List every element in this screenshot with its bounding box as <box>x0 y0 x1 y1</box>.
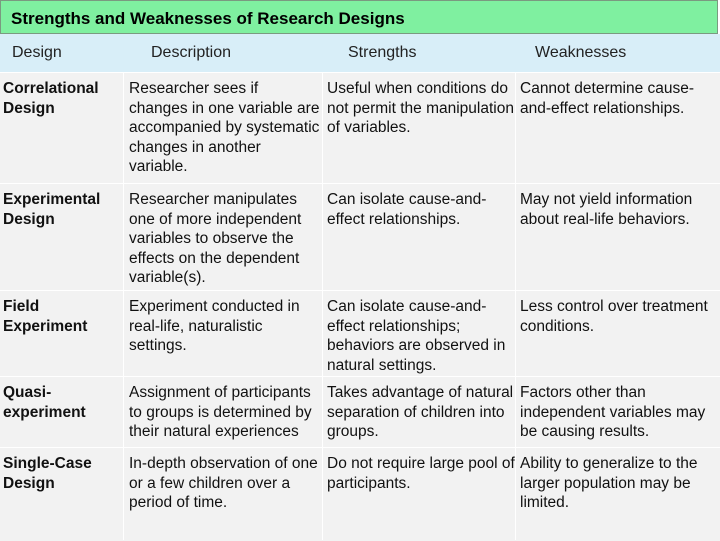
weaknesses-cell: Ability to generalize to the larger popu… <box>520 455 698 511</box>
description-cell: Assignment of participants to groups is … <box>129 384 312 440</box>
design-cell: Field Experiment <box>3 298 88 335</box>
table-header-row: Design Description Strengths Weaknesses <box>0 34 720 73</box>
strengths-cell: Takes advantage of natural separation of… <box>327 384 514 440</box>
column-divider <box>123 72 124 540</box>
table-row-correlational: Correlational Design Researcher sees if … <box>0 72 720 184</box>
header-strengths: Strengths <box>348 44 417 61</box>
table-row-single-case: Single-Case Design In-depth observation … <box>0 447 720 541</box>
table-row-quasi-experiment: Quasi-experiment Assignment of participa… <box>0 376 720 448</box>
table-row-field-experiment: Field Experiment Experiment conducted in… <box>0 290 720 377</box>
strengths-cell: Can isolate cause-and-effect relationshi… <box>327 191 487 228</box>
column-divider <box>322 72 323 540</box>
header-description: Description <box>151 44 232 61</box>
strengths-cell: Useful when conditions do not permit the… <box>327 80 514 136</box>
description-cell: Experiment conducted in real-life, natur… <box>129 298 300 354</box>
description-cell: Researcher manipulates one of more indep… <box>129 191 302 286</box>
description-cell: Researcher sees if changes in one variab… <box>129 80 320 175</box>
column-divider <box>515 72 516 540</box>
weaknesses-cell: Cannot determine cause-and-effect relati… <box>520 80 695 117</box>
design-cell: Quasi-experiment <box>3 384 86 421</box>
table-row-experimental: Experimental Design Researcher manipulat… <box>0 183 720 291</box>
strengths-cell: Do not require large pool of participant… <box>327 455 515 492</box>
weaknesses-cell: Factors other than independent variables… <box>520 384 706 440</box>
header-weaknesses: Weaknesses <box>535 44 627 61</box>
weaknesses-cell: Less control over treatment conditions. <box>520 298 708 335</box>
header-design: Design <box>12 44 62 61</box>
description-cell: In-depth observation of one or a few chi… <box>129 455 318 511</box>
strengths-cell: Can isolate cause-and-effect relationshi… <box>327 298 506 374</box>
weaknesses-cell: May not yield information about real-lif… <box>520 191 693 228</box>
table-title: Strengths and Weaknesses of Research Des… <box>11 9 405 28</box>
design-cell: Correlational Design <box>3 80 99 117</box>
table-title-bar: Strengths and Weaknesses of Research Des… <box>0 0 718 34</box>
design-cell: Experimental Design <box>3 191 101 228</box>
design-cell: Single-Case Design <box>3 455 92 492</box>
